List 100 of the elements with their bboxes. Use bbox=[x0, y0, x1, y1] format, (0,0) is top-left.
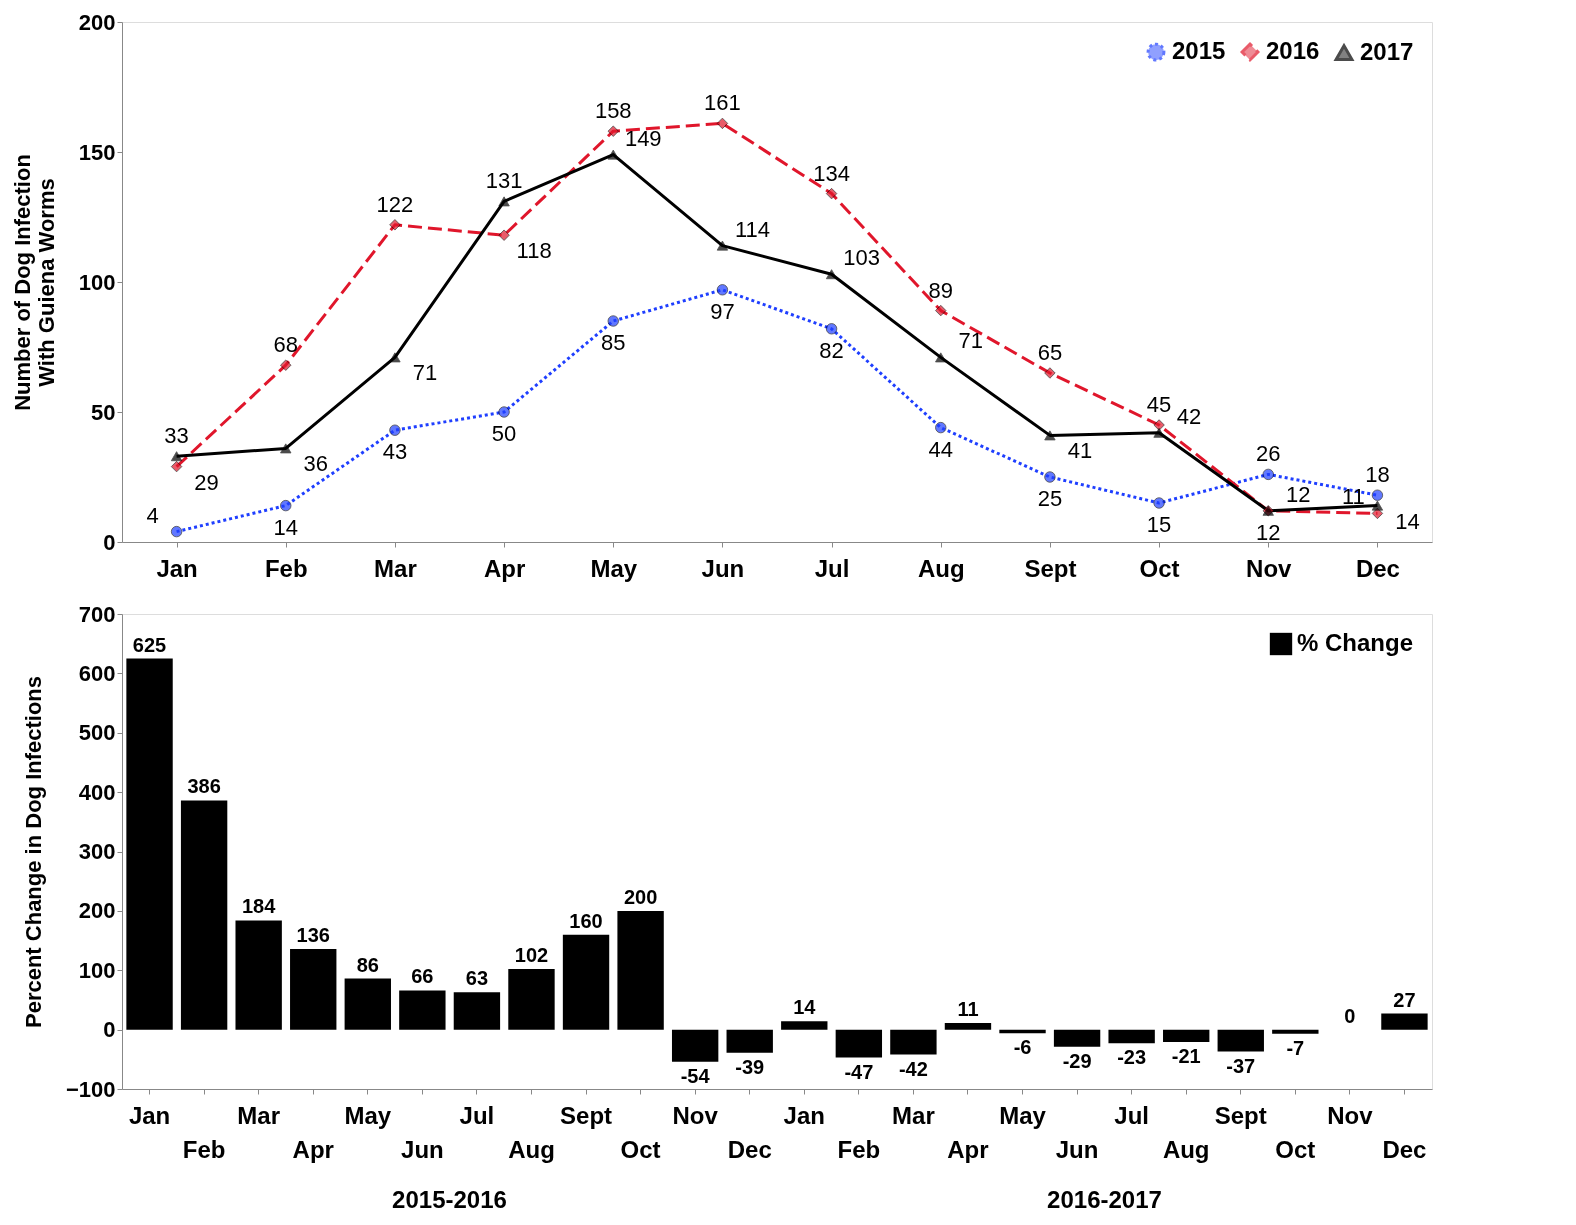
data-label: 44 bbox=[928, 436, 953, 462]
x-tick-label: May bbox=[590, 554, 638, 582]
y-tick-label: 50 bbox=[91, 399, 116, 425]
data-label: 0 bbox=[1344, 1004, 1356, 1027]
data-label: 43 bbox=[382, 439, 408, 465]
data-label: 65 bbox=[1037, 340, 1063, 365]
x-tick-label: Oct bbox=[1275, 1135, 1316, 1163]
data-label: 41 bbox=[1067, 438, 1093, 464]
x-tick-label: Apr bbox=[947, 1135, 989, 1163]
data-label: 161 bbox=[704, 90, 741, 116]
text: 2015-2016 bbox=[392, 1186, 507, 1213]
data-label: 86 bbox=[356, 953, 379, 976]
y-tick-label: 100 bbox=[78, 957, 116, 983]
x-tick-label: Sept bbox=[1214, 1101, 1267, 1129]
y-axis-title: Number of Dog Infection With Guiena Worms bbox=[9, 154, 59, 411]
x-tick-label: Feb bbox=[837, 1135, 881, 1163]
data-label: -7 bbox=[1286, 1036, 1305, 1059]
x-tick-label: Jun bbox=[701, 554, 745, 582]
legend-label: % Change bbox=[1297, 629, 1414, 656]
data-label: -47 bbox=[844, 1060, 874, 1083]
y-tick-label: 700 bbox=[78, 601, 116, 627]
x-tick-label: Jan bbox=[156, 554, 198, 582]
x-tick-label: Mar bbox=[892, 1101, 935, 1129]
x-tick-label: Jan bbox=[128, 1101, 171, 1129]
data-label: 89 bbox=[928, 277, 953, 303]
y-tick-label: 0 bbox=[103, 1017, 116, 1043]
data-label: 50 bbox=[491, 421, 517, 446]
data-label: 71 bbox=[412, 360, 438, 386]
data-label: 12 bbox=[1286, 481, 1311, 507]
x-tick-label: Jul bbox=[814, 554, 850, 582]
data-label: 4 bbox=[146, 502, 159, 528]
data-label: 97 bbox=[710, 298, 735, 324]
data-label: -54 bbox=[680, 1064, 711, 1087]
x-tick-label: Aug bbox=[1162, 1135, 1210, 1163]
data-label: 122 bbox=[376, 191, 414, 217]
data-label: 36 bbox=[303, 451, 328, 477]
data-label: 63 bbox=[465, 967, 489, 990]
y-tick-label: 200 bbox=[78, 9, 116, 35]
y-tick-label: 150 bbox=[78, 139, 116, 165]
data-label: 14 bbox=[273, 514, 298, 540]
data-label: 160 bbox=[569, 909, 603, 932]
x-tick-label: Oct bbox=[620, 1135, 661, 1163]
x-tick-label: Aug bbox=[508, 1135, 555, 1163]
x-tick-label: Sept bbox=[1024, 554, 1077, 582]
data-label: 85 bbox=[601, 330, 626, 355]
data-label: -23 bbox=[1117, 1046, 1147, 1069]
legend-label: 2016 bbox=[1266, 37, 1320, 65]
data-label: -21 bbox=[1171, 1045, 1201, 1068]
x-tick-label: May bbox=[344, 1101, 392, 1129]
data-label: 149 bbox=[624, 125, 662, 151]
data-label: -6 bbox=[1013, 1036, 1032, 1059]
x-tick-label: Feb bbox=[264, 554, 308, 582]
data-label: 68 bbox=[273, 332, 298, 358]
x-tick-label: Dec bbox=[1382, 1135, 1427, 1163]
data-label: 82 bbox=[819, 337, 844, 363]
data-label: 158 bbox=[594, 98, 632, 124]
x-tick-label: Mar bbox=[374, 554, 417, 582]
data-label: 102 bbox=[514, 944, 549, 967]
x-tick-label: Apr bbox=[483, 554, 526, 582]
data-label: 14 bbox=[793, 996, 817, 1019]
data-label: 25 bbox=[1037, 486, 1063, 511]
x-tick-label: Sept bbox=[560, 1101, 613, 1129]
x-tick-label: Nov bbox=[1246, 554, 1293, 582]
data-label: -29 bbox=[1062, 1049, 1092, 1072]
y-tick-label: 300 bbox=[78, 839, 116, 864]
x-tick-label: Aug bbox=[917, 554, 965, 582]
data-label: 29 bbox=[194, 469, 219, 495]
data-label: 18 bbox=[1365, 462, 1390, 488]
data-label: 386 bbox=[187, 775, 221, 798]
y-tick-label: 200 bbox=[78, 898, 116, 924]
data-label: 625 bbox=[132, 633, 167, 656]
x-tick-label: May bbox=[999, 1101, 1047, 1129]
data-label: 15 bbox=[1146, 512, 1172, 537]
x-tick-label: Jul bbox=[1114, 1101, 1149, 1129]
text: 2016-2017 bbox=[1047, 1186, 1162, 1213]
y-tick-label: 0 bbox=[103, 529, 116, 555]
legend-label: 2015 bbox=[1172, 37, 1226, 65]
data-label: 11 bbox=[957, 998, 979, 1021]
data-label: 33 bbox=[164, 423, 189, 449]
data-label: 103 bbox=[843, 245, 880, 271]
data-label: 131 bbox=[485, 168, 523, 194]
data-label: 184 bbox=[241, 895, 277, 918]
data-label: 118 bbox=[516, 238, 552, 264]
y-tick-label: 100 bbox=[78, 269, 116, 295]
x-tick-label: Oct bbox=[1139, 554, 1180, 582]
x-tick-label: Mar bbox=[237, 1101, 281, 1129]
x-tick-label: Nov bbox=[1327, 1101, 1374, 1129]
x-tick-label: Jun bbox=[401, 1135, 444, 1163]
x-tick-label: Jul bbox=[459, 1101, 495, 1129]
y-tick-label: 600 bbox=[78, 660, 116, 686]
data-label: 42 bbox=[1176, 403, 1202, 429]
data-label: 114 bbox=[734, 216, 770, 242]
data-label: 14 bbox=[1395, 508, 1420, 534]
data-label: 45 bbox=[1146, 392, 1172, 417]
y-tick-label: −100 bbox=[65, 1076, 116, 1102]
data-label: 11 bbox=[1341, 484, 1365, 510]
data-label: 27 bbox=[1393, 988, 1416, 1011]
y-tick-label: 500 bbox=[78, 720, 116, 746]
data-label: 26 bbox=[1256, 441, 1281, 467]
data-label: 200 bbox=[623, 885, 658, 908]
